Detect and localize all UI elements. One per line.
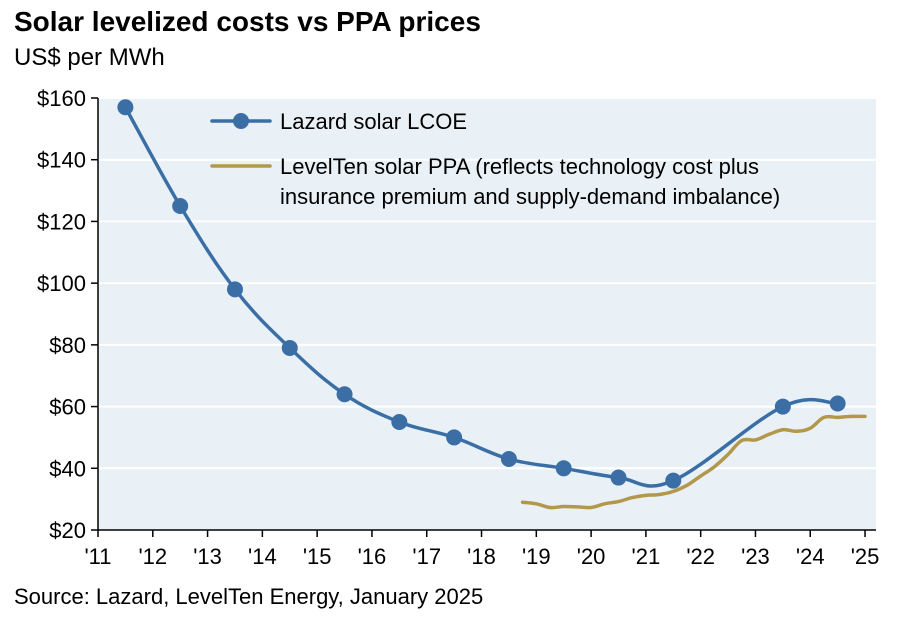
x-tick-label-12: '23	[741, 544, 770, 569]
x-tick-label-3: '14	[248, 544, 277, 569]
legend-label-ppa-0: LevelTen solar PPA (reflects technology …	[280, 154, 759, 179]
x-tick-label-11: '22	[686, 544, 715, 569]
x-tick-label-9: '20	[577, 544, 606, 569]
y-tick-label-6: $140	[37, 148, 86, 173]
source-note: Source: Lazard, LevelTen Energy, January…	[14, 584, 484, 609]
series-point-lcoe-11	[774, 398, 791, 415]
x-tick-label-1: '12	[138, 544, 167, 569]
series-point-lcoe-5	[391, 414, 408, 430]
series-point-lcoe-2	[226, 281, 243, 298]
series-point-lcoe-1	[172, 198, 189, 214]
series-point-lcoe-12	[829, 395, 846, 412]
x-tick-label-13: '24	[796, 544, 825, 569]
chart-subtitle: US$ per MWh	[14, 44, 165, 71]
x-tick-label-6: '17	[412, 544, 441, 569]
series-point-lcoe-4	[336, 386, 353, 403]
plot-background	[98, 98, 876, 530]
x-tick-label-8: '19	[522, 544, 551, 569]
legend-marker-lcoe	[233, 113, 249, 129]
series-point-lcoe-7	[500, 451, 517, 468]
chart-title: Solar levelized costs vs PPA prices	[14, 6, 481, 37]
x-tick-label-14: '25	[851, 544, 880, 569]
x-tick-label-10: '21	[632, 544, 661, 569]
y-tick-label-0: $20	[49, 518, 86, 543]
series-point-lcoe-6	[446, 429, 463, 446]
x-tick-label-0: '11	[84, 544, 111, 569]
x-tick-label-4: '15	[303, 544, 332, 569]
x-tick-label-5: '16	[358, 544, 387, 569]
series-point-lcoe-0	[117, 99, 134, 116]
series-point-lcoe-10	[665, 472, 682, 489]
y-tick-label-1: $40	[49, 456, 86, 481]
legend-label-ppa-1: insurance premium and supply-demand imba…	[280, 184, 780, 209]
x-tick-label-2: '13	[193, 544, 222, 569]
series-point-lcoe-8	[555, 460, 572, 477]
y-tick-label-2: $60	[49, 395, 86, 420]
series-point-lcoe-9	[610, 469, 627, 486]
x-tick-label-7: '18	[467, 544, 496, 569]
y-tick-label-7: $160	[37, 86, 86, 111]
series-point-lcoe-3	[281, 339, 298, 356]
y-tick-label-3: $80	[49, 333, 86, 358]
series-line-ppa	[520, 414, 867, 510]
y-tick-label-4: $100	[37, 271, 86, 296]
legend-label-lcoe-0: Lazard solar LCOE	[280, 109, 467, 134]
y-tick-label-5: $120	[37, 209, 86, 234]
